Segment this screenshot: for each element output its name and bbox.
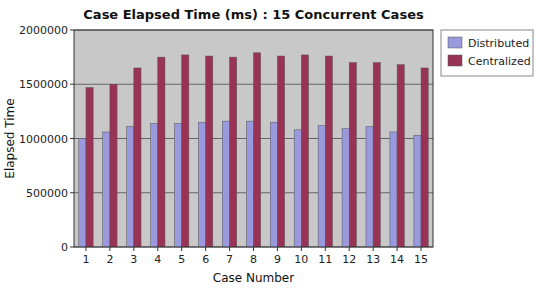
- bar: [158, 57, 165, 247]
- y-tick-label: 1500000: [19, 78, 68, 91]
- bar: [86, 88, 93, 247]
- x-tick: [325, 247, 326, 251]
- x-tick: [277, 247, 278, 251]
- bar: [134, 68, 141, 247]
- x-tick-label: 2: [106, 253, 113, 266]
- x-tick: [133, 247, 134, 251]
- title: Case Elapsed Time (ms) : 15 Concurrent C…: [83, 7, 424, 22]
- bar: [198, 122, 205, 247]
- bar: [301, 55, 308, 247]
- x-tick: [229, 247, 230, 251]
- legend-box: [441, 30, 533, 76]
- bar: [373, 63, 380, 247]
- x-tick-label: 7: [226, 253, 233, 266]
- x-tick: [421, 247, 422, 251]
- bar: [254, 53, 261, 247]
- bar: [294, 130, 301, 247]
- x-tick-label: 8: [250, 253, 257, 266]
- bar: [246, 121, 253, 247]
- x-tick: [397, 247, 398, 251]
- x-tick-label: 11: [318, 253, 332, 266]
- bar: [79, 139, 86, 248]
- bar: [277, 56, 284, 247]
- bar: [206, 56, 213, 247]
- x-tick: [181, 247, 182, 251]
- y-tick-label: 0: [61, 241, 68, 254]
- legend-swatch: [448, 37, 462, 48]
- x-tick: [349, 247, 350, 251]
- bar: [397, 65, 404, 247]
- x-tick-label: 10: [294, 253, 308, 266]
- y-tick: [70, 138, 74, 139]
- bar: [222, 121, 229, 247]
- bar: [151, 123, 158, 247]
- legend-swatch: [448, 55, 462, 66]
- x-tick-label: 1: [82, 253, 89, 266]
- y-tick-label: 1000000: [19, 133, 68, 146]
- y-axis-label: Elapsed Time: [3, 98, 17, 178]
- bar: [366, 127, 373, 247]
- bars: [79, 53, 428, 247]
- x-tick: [157, 247, 158, 251]
- y-tick: [70, 30, 74, 31]
- legend-label: Distributed: [468, 37, 529, 50]
- bar: [390, 132, 397, 247]
- x-tick-label: 5: [178, 253, 185, 266]
- x-tick-label: 6: [202, 253, 209, 266]
- bar: [270, 122, 277, 247]
- chart-container: 0500000100000015000002000000123456789101…: [0, 0, 537, 289]
- x-tick: [205, 247, 206, 251]
- bar: [127, 127, 134, 247]
- y-tick-label: 500000: [26, 187, 68, 200]
- x-tick-label: 4: [154, 253, 161, 266]
- x-tick: [85, 247, 86, 251]
- x-tick: [301, 247, 302, 251]
- plot-background: [74, 30, 433, 247]
- legend: Distributed Centralized: [441, 30, 533, 76]
- bar: [414, 135, 421, 247]
- bar: [318, 125, 325, 247]
- bar: [325, 56, 332, 247]
- chart-svg: 0500000100000015000002000000123456789101…: [0, 0, 537, 289]
- legend-label: Centralized: [468, 55, 531, 68]
- x-tick-label: 13: [366, 253, 380, 266]
- bar: [182, 55, 189, 247]
- bar: [421, 68, 428, 247]
- bar: [103, 132, 110, 247]
- x-tick-label: 14: [390, 253, 404, 266]
- x-tick: [253, 247, 254, 251]
- bar: [230, 57, 237, 247]
- x-tick-label: 15: [414, 253, 428, 266]
- x-tick-label: 3: [130, 253, 137, 266]
- bar: [110, 84, 117, 247]
- y-tick: [70, 192, 74, 193]
- x-tick: [373, 247, 374, 251]
- bar: [342, 129, 349, 247]
- y-tick-label: 2000000: [19, 24, 68, 37]
- y-tick: [70, 247, 74, 248]
- x-tick: [109, 247, 110, 251]
- x-axis-label: Case Number: [213, 271, 294, 285]
- y-tick: [70, 84, 74, 85]
- x-tick-label: 9: [274, 253, 281, 266]
- bar: [175, 123, 182, 247]
- x-tick-label: 12: [342, 253, 356, 266]
- bar: [349, 63, 356, 247]
- plot-frame: [74, 30, 433, 247]
